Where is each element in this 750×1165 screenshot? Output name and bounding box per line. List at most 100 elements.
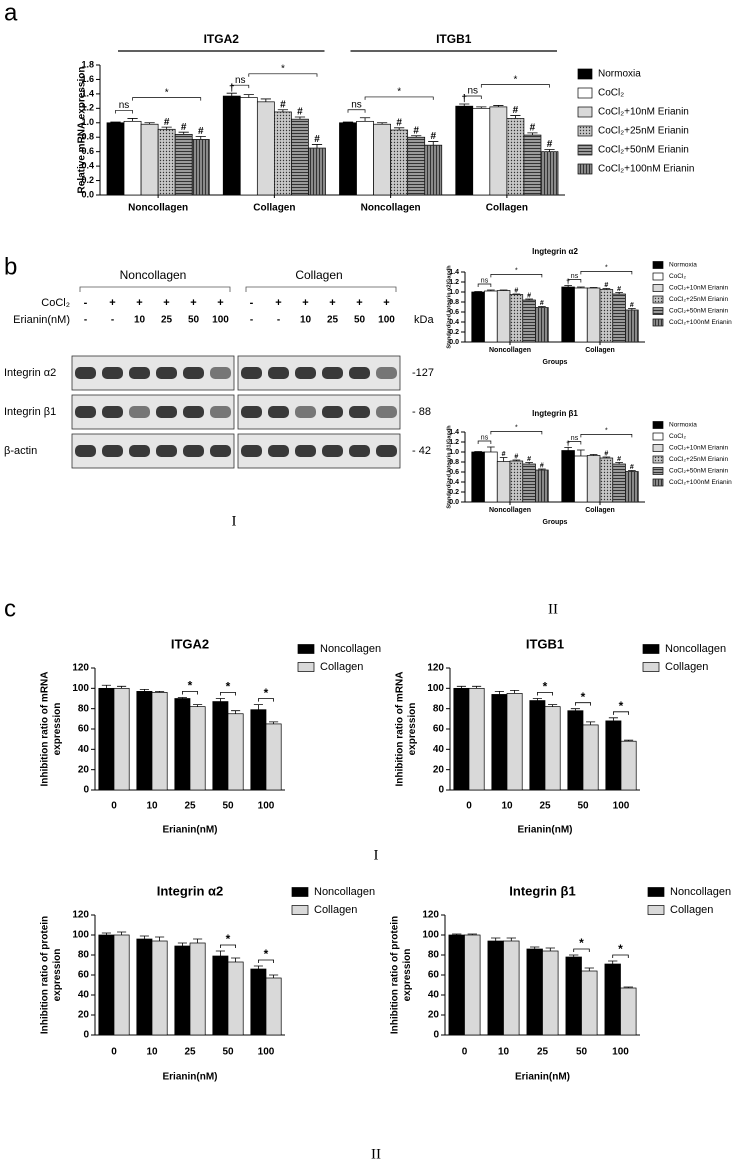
legend-pattern xyxy=(653,296,663,303)
bar xyxy=(113,687,130,791)
error-bar xyxy=(564,447,572,451)
error-bar xyxy=(548,704,558,707)
significance-mark: # xyxy=(540,462,544,469)
bar-pattern xyxy=(158,129,176,195)
y-tick-label: 1.0 xyxy=(449,289,459,296)
error-bar xyxy=(499,457,508,462)
error-bar xyxy=(476,106,487,109)
error-bar xyxy=(178,131,189,135)
panel-label: c xyxy=(4,595,16,622)
error-bar xyxy=(510,689,520,694)
significance-mark: # xyxy=(297,107,303,118)
y-tick-label: 1.2 xyxy=(81,103,94,113)
x-tick-label: 10 xyxy=(146,1047,158,1058)
y-axis-label: expression xyxy=(407,703,418,756)
y-tick-label: 0 xyxy=(438,785,444,796)
legend-label: CoCl₂+100nM Erianin xyxy=(669,319,732,326)
bar xyxy=(561,450,575,503)
y-tick-label: 20 xyxy=(433,764,445,775)
error-bar xyxy=(615,292,623,294)
y-axis-label: Inhibition ratio of mRNA xyxy=(395,672,406,787)
blot-band xyxy=(322,367,343,379)
significance-mark: # xyxy=(630,302,634,309)
bar xyxy=(529,700,546,791)
error-bar xyxy=(155,690,165,693)
bracket-label: * xyxy=(515,425,518,432)
blot-band xyxy=(241,367,262,379)
error-bar xyxy=(569,954,579,957)
bracket-label: * xyxy=(605,265,608,272)
bracket xyxy=(220,692,236,696)
error-bar xyxy=(394,127,405,130)
x-tick-label: Noncollagen xyxy=(128,203,188,214)
y-tick-label: 40 xyxy=(428,990,440,1001)
bracket xyxy=(258,959,274,963)
legend-label: Noncollagen xyxy=(320,643,381,655)
y-tick-label: 0 xyxy=(433,1030,439,1041)
error-bar xyxy=(177,942,187,946)
y-tick-label: 1.2 xyxy=(449,439,459,446)
legend-swatch xyxy=(642,662,660,672)
bracket xyxy=(567,441,582,445)
legend-swatch xyxy=(577,68,593,80)
y-tick-label: 40 xyxy=(78,990,90,1001)
caption: I xyxy=(374,847,379,863)
bar-pattern xyxy=(522,300,536,342)
bracket xyxy=(490,431,543,435)
y-tick-label: 120 xyxy=(427,663,444,674)
y-tick-label: 20 xyxy=(78,1010,90,1021)
error-bar xyxy=(623,986,633,988)
significance-mark: # xyxy=(164,117,170,128)
legend-swatch xyxy=(291,887,309,897)
blot-band xyxy=(376,367,397,379)
error-bar xyxy=(215,698,225,702)
bar xyxy=(620,740,637,791)
y-tick-label: 1.4 xyxy=(449,429,459,436)
error-bar xyxy=(589,454,598,456)
blot-band xyxy=(241,445,262,457)
error-bar xyxy=(608,960,618,964)
bar xyxy=(98,934,115,1036)
x-tick-label: Collagen xyxy=(486,203,528,214)
bracket-label: * xyxy=(579,936,584,950)
legend-label: Noncollagen xyxy=(665,643,726,655)
y-tick-label: 80 xyxy=(433,703,445,714)
bar xyxy=(620,987,637,1036)
significance-mark: † xyxy=(229,83,235,94)
cocl2-sign: + xyxy=(109,297,115,309)
x-axis-label: Groups xyxy=(543,519,568,526)
bar xyxy=(484,451,498,503)
x-tick-label: 0 xyxy=(466,801,472,812)
y-tick-label: 0.2 xyxy=(81,175,94,185)
legend-label: Normoxia xyxy=(598,69,641,80)
bar xyxy=(256,101,275,196)
blot-band xyxy=(102,445,123,457)
bracket-label: * xyxy=(264,686,269,700)
significance-mark: # xyxy=(430,131,436,142)
erianin-dose: 10 xyxy=(134,315,146,326)
blot-band xyxy=(75,367,96,379)
erianin-dose: - xyxy=(84,315,87,326)
y-tick-label: 60 xyxy=(78,970,90,981)
x-tick-label: 25 xyxy=(539,801,551,812)
error-bar xyxy=(499,289,508,291)
erianin-dose: 50 xyxy=(188,315,200,326)
bracket-label: * xyxy=(226,932,231,946)
y-tick-label: 60 xyxy=(433,724,445,735)
cocl2-sign: + xyxy=(190,297,196,309)
error-bar xyxy=(215,950,225,956)
y-tick-label: 1.6 xyxy=(81,74,94,84)
bar xyxy=(604,963,621,1036)
bar xyxy=(544,706,561,791)
error-bar xyxy=(127,118,138,122)
error-bar xyxy=(139,935,149,939)
bar xyxy=(496,461,511,503)
bar xyxy=(487,940,504,1036)
error-bar xyxy=(161,126,172,130)
bar xyxy=(586,287,601,343)
bar xyxy=(339,122,357,196)
bar xyxy=(98,687,115,791)
erianin-dose: 100 xyxy=(378,315,395,326)
blot-band xyxy=(75,445,96,457)
error-bar xyxy=(615,462,623,464)
